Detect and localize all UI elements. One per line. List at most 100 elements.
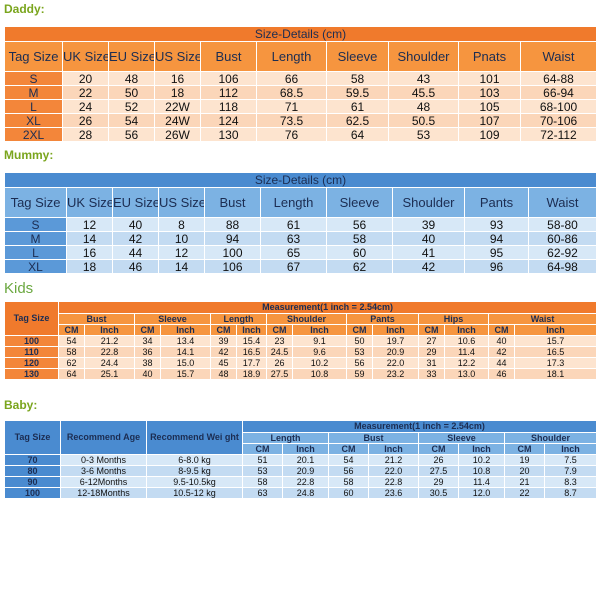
kids-group-header: Sleeve	[134, 313, 211, 325]
table-row: 110 58 22.8 36 14.1 42 16.5 24.5 9.6 53 20.9 29 11.4…	[4, 346, 598, 358]
table-cell: 7.9	[543, 465, 598, 477]
daddy-size-table: Size-Details (cm) Tag Size UK Size EU Size…	[4, 26, 597, 142]
table-cell: 15.7	[160, 368, 211, 380]
mummy-column-header: Length	[260, 187, 327, 218]
table-cell: 22	[62, 85, 109, 100]
table-cell: 66-94	[520, 85, 597, 100]
table-cell: 24W	[154, 113, 201, 128]
table-cell: 7.5	[543, 454, 598, 466]
table-cell: 53	[242, 465, 283, 477]
kids-section-label: Kids	[4, 280, 34, 297]
kids-unit-header: CM	[418, 324, 445, 336]
baby-group-header: Bust	[328, 432, 419, 444]
kids-table-title: Measurement(1 inch = 2.54cm)	[57, 301, 598, 314]
tag-size-cell: 100	[4, 335, 59, 347]
table-cell: 0-3 Months	[60, 454, 147, 466]
table-cell: 40	[134, 368, 161, 380]
table-row: 2XL 28 56 26W 130 76 64 53 109 72-112	[4, 127, 597, 142]
table-cell: 27.5	[418, 465, 459, 477]
table-cell: 67	[260, 259, 327, 274]
daddy-column-header: Shoulder	[388, 41, 459, 72]
table-cell: 36	[134, 346, 161, 358]
table-cell: 56	[346, 357, 373, 369]
tag-size-cell: XL	[4, 259, 67, 274]
table-cell: 76	[256, 127, 327, 142]
daddy-table-title: Size-Details (cm)	[4, 26, 597, 42]
table-cell: 12	[66, 217, 113, 232]
mummy-column-header: Bust	[204, 187, 261, 218]
table-cell: 20	[62, 71, 109, 86]
table-cell: 53	[388, 127, 459, 142]
baby-recommend-age-header: Recommend Age	[60, 420, 147, 455]
table-cell: 18	[154, 85, 201, 100]
tag-size-cell: XL	[4, 113, 63, 128]
table-cell: 64	[326, 127, 389, 142]
table-cell: 11.4	[458, 476, 505, 488]
kids-unit-header: Inch	[513, 324, 598, 336]
kids-unit-header: Inch	[292, 324, 347, 336]
baby-unit-header: Inch	[282, 443, 329, 455]
table-cell: 94	[204, 231, 261, 246]
table-row: S 12 40 8 88 61 56 39 93 58-80	[4, 217, 597, 232]
daddy-column-header: EU Size	[108, 41, 155, 72]
table-cell: 42	[392, 259, 465, 274]
table-cell: 63	[242, 487, 283, 499]
table-cell: 112	[200, 85, 257, 100]
table-cell: 22.8	[282, 476, 329, 488]
table-cell: 29	[418, 346, 445, 358]
table-cell: 62	[326, 259, 393, 274]
table-cell: 56	[328, 465, 369, 477]
table-cell: 62-92	[528, 245, 597, 260]
table-cell: 59	[346, 368, 373, 380]
table-cell: 60	[326, 245, 393, 260]
tag-size-cell: M	[4, 231, 67, 246]
table-cell: 62.5	[326, 113, 389, 128]
table-cell: 20.9	[372, 346, 419, 358]
table-row: M 22 50 18 112 68.5 59.5 45.5 103 66-94	[4, 85, 597, 100]
kids-unit-header: CM	[134, 324, 161, 336]
mummy-column-header: Tag Size	[4, 187, 67, 218]
table-cell: 62	[58, 357, 85, 369]
baby-group-header: Shoulder	[503, 432, 598, 444]
mummy-column-header: US Size	[158, 187, 205, 218]
kids-unit-header: CM	[58, 324, 85, 336]
table-cell: 118	[200, 99, 257, 114]
table-cell: 124	[200, 113, 257, 128]
tag-size-cell: 110	[4, 346, 59, 358]
table-cell: 19.7	[372, 335, 419, 347]
table-cell: 20.1	[282, 454, 329, 466]
table-cell: 28	[62, 127, 109, 142]
daddy-column-header: US Size	[154, 41, 201, 72]
table-row: L 24 52 22W 118 71 61 48 105 68-100	[4, 99, 597, 114]
table-cell: 24.4	[84, 357, 135, 369]
table-row: 120 62 24.4 38 15.0 45 17.7 26 10.2 56 22.0 31 12.2 4…	[4, 357, 598, 369]
table-cell: 63	[260, 231, 327, 246]
tag-size-cell: S	[4, 217, 67, 232]
table-cell: 24.5	[266, 346, 293, 358]
tag-size-cell: S	[4, 71, 63, 86]
table-cell: 107	[458, 113, 521, 128]
table-row: XL 18 46 14 106 67 62 42 96 64-98	[4, 259, 597, 274]
baby-unit-header: CM	[504, 443, 545, 455]
tag-size-cell: 80	[4, 465, 61, 477]
table-row: M 14 42 10 94 63 58 40 94 60-86	[4, 231, 597, 246]
tag-size-cell: L	[4, 99, 63, 114]
kids-unit-header: Inch	[372, 324, 419, 336]
mummy-size-table: Size-Details (cm) Tag Size UK Size EU Size…	[4, 172, 597, 274]
kids-size-table: Tag Size Measurement(1 inch = 2.54cm) Bu…	[4, 301, 598, 380]
mummy-section-label: Mummy:	[4, 148, 54, 162]
table-cell: 17.7	[236, 357, 267, 369]
kids-group-header: Bust	[58, 313, 135, 325]
kids-group-header: Length	[210, 313, 267, 325]
table-cell: 16	[154, 71, 201, 86]
table-cell: 31	[418, 357, 445, 369]
table-row: 90 6-12Months 9.5-10.5kg 58 22.8 58 22.8 29 11.4…	[4, 476, 598, 488]
table-cell: 54	[108, 113, 155, 128]
table-cell: 40	[488, 335, 515, 347]
table-cell: 23.2	[372, 368, 419, 380]
table-cell: 60-86	[528, 231, 597, 246]
table-cell: 20.9	[282, 465, 329, 477]
mummy-column-header: UK Size	[66, 187, 113, 218]
table-cell: 12.0	[458, 487, 505, 499]
mummy-column-header: Pants	[464, 187, 529, 218]
